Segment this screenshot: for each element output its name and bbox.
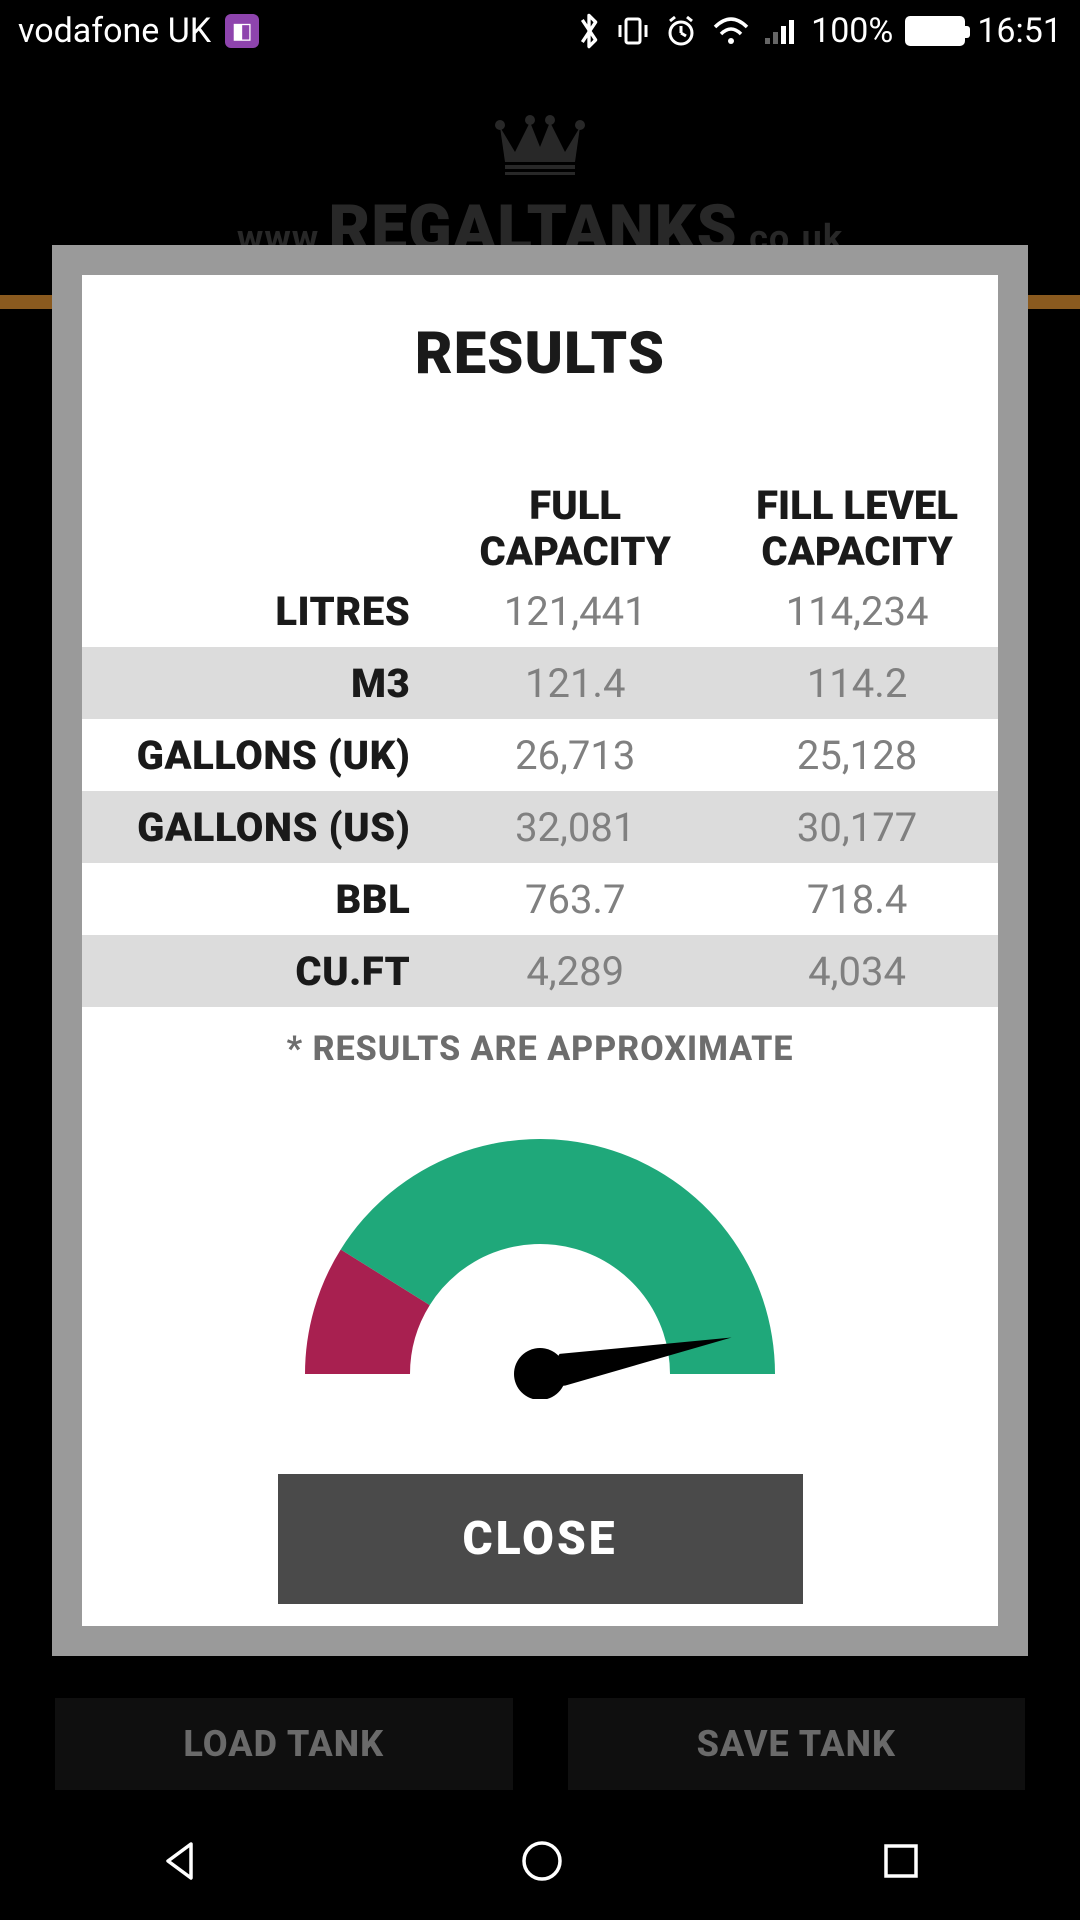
- close-button[interactable]: CLOSE: [278, 1474, 803, 1604]
- results-table: FULL CAPACITY FILL LEVEL CAPACITY LITRES…: [82, 483, 998, 1007]
- approx-note: * RESULTS ARE APPROXIMATE: [82, 1029, 998, 1069]
- bg-header: www.REGALTANKS.co.uk: [0, 62, 1080, 266]
- battery-icon: [905, 16, 965, 46]
- table-header-row: FULL CAPACITY FILL LEVEL CAPACITY: [82, 483, 998, 575]
- crown-icon: [0, 107, 1080, 181]
- full-capacity-cell: 121.4: [434, 660, 716, 707]
- header-full-capacity: FULL CAPACITY: [434, 483, 716, 575]
- table-row: BBL763.7718.4: [82, 863, 998, 935]
- nav-back-icon[interactable]: [156, 1836, 206, 1890]
- wifi-icon: [711, 15, 751, 47]
- header-fill-level: FILL LEVEL CAPACITY: [716, 483, 998, 575]
- load-tank-button[interactable]: LOAD TANK: [55, 1698, 513, 1790]
- fill-level-cell: 114,234: [716, 588, 998, 635]
- signal-icon: [763, 16, 799, 46]
- results-modal: RESULTS FULL CAPACITY FILL LEVEL CAPACIT…: [82, 275, 998, 1626]
- unit-cell: BBL: [82, 876, 434, 923]
- nav-recent-icon[interactable]: [878, 1838, 924, 1888]
- table-row: LITRES121,441114,234: [82, 575, 998, 647]
- status-bar: vodafone UK ◧ 100% 16:51: [0, 0, 1080, 62]
- nav-home-icon[interactable]: [517, 1836, 567, 1890]
- save-tank-button[interactable]: SAVE TANK: [568, 1698, 1026, 1790]
- fill-level-cell: 718.4: [716, 876, 998, 923]
- app-icon: ◧: [225, 14, 259, 48]
- table-row: CU.FT4,2894,034: [82, 935, 998, 1007]
- full-capacity-cell: 121,441: [434, 588, 716, 635]
- unit-cell: M3: [82, 660, 434, 707]
- unit-cell: CU.FT: [82, 948, 434, 995]
- fill-level-cell: 4,034: [716, 948, 998, 995]
- full-capacity-cell: 763.7: [434, 876, 716, 923]
- vibrate-icon: [615, 13, 651, 49]
- fill-level-cell: 30,177: [716, 804, 998, 851]
- gauge: [82, 1139, 998, 1399]
- fill-level-cell: 25,128: [716, 732, 998, 779]
- status-left: vodafone UK ◧: [18, 11, 259, 51]
- battery-percent: 100%: [811, 11, 893, 51]
- table-row: GALLONS (US)32,08130,177: [82, 791, 998, 863]
- carrier-label: vodafone UK: [18, 11, 211, 51]
- modal-title: RESULTS: [82, 320, 998, 388]
- unit-cell: LITRES: [82, 588, 434, 635]
- full-capacity-cell: 32,081: [434, 804, 716, 851]
- bg-bottom-buttons: LOAD TANK SAVE TANK: [55, 1698, 1025, 1790]
- table-row: M3121.4114.2: [82, 647, 998, 719]
- alarm-icon: [663, 13, 699, 49]
- full-capacity-cell: 4,289: [434, 948, 716, 995]
- status-right: 100% 16:51: [575, 11, 1062, 51]
- table-row: GALLONS (UK)26,71325,128: [82, 719, 998, 791]
- clock: 16:51: [977, 11, 1062, 51]
- android-nav-bar: [0, 1805, 1080, 1920]
- unit-cell: GALLONS (US): [82, 804, 434, 851]
- bluetooth-icon: [575, 11, 603, 51]
- unit-cell: GALLONS (UK): [82, 732, 434, 779]
- modal-overlay: RESULTS FULL CAPACITY FILL LEVEL CAPACIT…: [52, 245, 1028, 1656]
- full-capacity-cell: 26,713: [434, 732, 716, 779]
- fill-level-cell: 114.2: [716, 660, 998, 707]
